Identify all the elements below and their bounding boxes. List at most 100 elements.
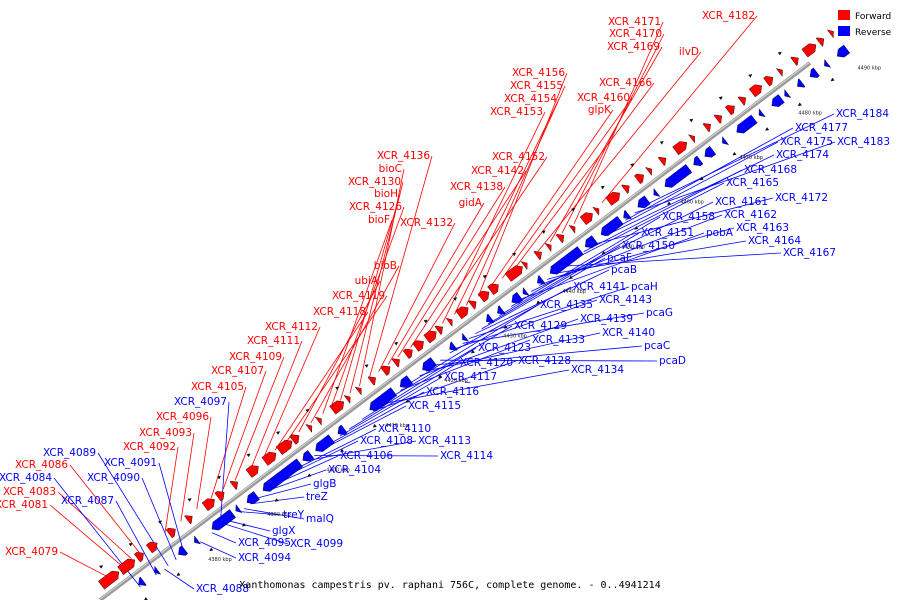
forward-feature-131 <box>187 498 192 502</box>
reverse-leader-line-44 <box>510 216 661 307</box>
forward-gene-17 <box>343 395 351 404</box>
reverse-gene-13 <box>399 375 413 389</box>
forward-gene-label-32: glpK <box>588 104 612 116</box>
forward-gene-label-24: gidA <box>459 197 483 209</box>
reverse-gene-2 <box>154 565 162 575</box>
forward-gene-26 <box>445 317 453 327</box>
forward-leader-line-7 <box>196 416 212 510</box>
reverse-feature-363 <box>405 399 410 403</box>
forward-gene-7 <box>201 498 215 512</box>
forward-feature-501 <box>482 274 487 279</box>
legend-forward-swatch <box>838 10 850 20</box>
forward-gene-label-17: bioF <box>368 214 390 226</box>
forward-gene-label-16: bioB <box>374 260 397 272</box>
reverse-feature-322 <box>372 423 377 428</box>
reverse-gene-label-58: XCR_4184 <box>836 108 889 120</box>
reverse-feature-117 <box>209 547 214 552</box>
forward-gene-29 <box>477 290 490 303</box>
forward-gene-35 <box>555 234 565 244</box>
reverse-gene-label-53: XCR_4172 <box>775 192 828 204</box>
reverse-gene-label-2: XCR_4087 <box>61 495 114 507</box>
reverse-gene-5 <box>211 509 236 531</box>
reverse-gene-label-28: XCR_4134 <box>571 364 624 376</box>
reverse-gene-19 <box>511 292 524 304</box>
forward-gene-21 <box>391 358 400 368</box>
reverse-gene-label-12: treY <box>283 509 305 521</box>
reverse-gene-label-22: XCR_4115 <box>408 400 461 412</box>
reverse-feature-404 <box>438 374 443 379</box>
reverse-gene-label-50: XCR_4167 <box>783 247 836 259</box>
forward-gene-label-33: XCR_4160 <box>577 92 630 104</box>
forward-feature-686 <box>630 163 635 167</box>
forward-gene-label-1: XCR_4079 <box>5 546 58 558</box>
reverse-gene-1 <box>138 576 147 586</box>
legend-reverse-label: Reverse <box>855 28 892 38</box>
forward-gene-label-8: XCR_4105 <box>191 381 244 393</box>
reverse-leader-line-57 <box>634 141 836 214</box>
forward-gene-32 <box>520 261 528 271</box>
axis-tick-label: 4430 kbp <box>503 334 527 340</box>
reverse-gene-label-40: pcaB <box>611 264 637 276</box>
forward-gene-8 <box>214 491 225 502</box>
forward-gene-3 <box>133 552 144 563</box>
reverse-leader-line-54 <box>604 154 775 237</box>
forward-leader-line-25 <box>397 186 506 358</box>
reverse-gene-label-11: XCR_4099 <box>290 538 343 550</box>
forward-gene-54 <box>801 43 817 58</box>
reverse-leader-line-23 <box>330 391 425 444</box>
forward-gene-55 <box>815 37 825 47</box>
reverse-gene-8 <box>262 458 303 492</box>
reverse-leader-line-55 <box>613 141 779 230</box>
forward-leader-line-36 <box>549 46 663 243</box>
forward-gene-label-3: XCR_4083 <box>3 486 56 498</box>
forward-gene-label-31: XCR_4156 <box>512 67 565 79</box>
forward-leader-line-6 <box>180 432 195 522</box>
reverse-leader-line-2 <box>115 500 157 576</box>
forward-gene-label-35: ilvD <box>679 46 699 58</box>
reverse-gene-label-52: XCR_4168 <box>744 164 797 176</box>
forward-gene-51 <box>763 76 774 87</box>
forward-gene-50 <box>748 84 762 98</box>
reverse-leader-line-58 <box>645 113 835 205</box>
reverse-gene-label-29: XCR_4129 <box>514 320 567 332</box>
forward-gene-label-19: bioH <box>374 188 398 200</box>
forward-gene-label-12: XCR_4112 <box>265 321 318 333</box>
forward-gene-44 <box>672 141 688 156</box>
reverse-feature-732 <box>699 176 704 181</box>
forward-gene-33 <box>533 250 542 261</box>
reverse-feature-199 <box>274 498 279 502</box>
forward-gene-31 <box>504 265 523 282</box>
reverse-gene-31 <box>722 136 730 146</box>
reverse-leader-line-13 <box>243 508 305 520</box>
reverse-gene-4 <box>194 535 202 545</box>
forward-gene-38 <box>592 206 600 216</box>
forward-gene-5 <box>165 527 176 539</box>
reverse-gene-15 <box>449 341 458 351</box>
forward-gene-48 <box>724 105 735 116</box>
reverse-feature-486 <box>503 325 508 329</box>
reverse-feature-281 <box>340 448 345 453</box>
reverse-gene-30 <box>704 146 717 158</box>
forward-gene-19 <box>367 376 376 386</box>
reverse-gene-label-46: XCR_4161 <box>715 196 768 208</box>
reverse-gene-33 <box>758 108 766 118</box>
reverse-leader-line-21 <box>314 455 439 457</box>
forward-leader-line-21 <box>359 168 405 387</box>
forward-gene-label-28: XCR_4153 <box>490 106 543 118</box>
forward-gene-25 <box>434 325 443 335</box>
reverse-leader-line-20 <box>307 440 417 461</box>
forward-gene-14 <box>305 424 313 433</box>
forward-gene-label-36: XCR_4169 <box>607 41 660 53</box>
forward-gene-16 <box>329 400 345 415</box>
reverse-gene-37 <box>809 67 820 78</box>
reverse-leader-line-17 <box>277 455 339 484</box>
forward-feature-575 <box>541 230 546 234</box>
forward-gene-30 <box>487 283 499 296</box>
reverse-gene-label-15: glgB <box>313 478 336 490</box>
reverse-gene-label-42: XCR_4150 <box>622 240 675 252</box>
reverse-feature-76 <box>176 572 181 576</box>
forward-gene-23 <box>412 340 424 352</box>
reverse-gene-6 <box>235 504 243 513</box>
reverse-gene-label-3: XCR_4089 <box>43 447 96 459</box>
